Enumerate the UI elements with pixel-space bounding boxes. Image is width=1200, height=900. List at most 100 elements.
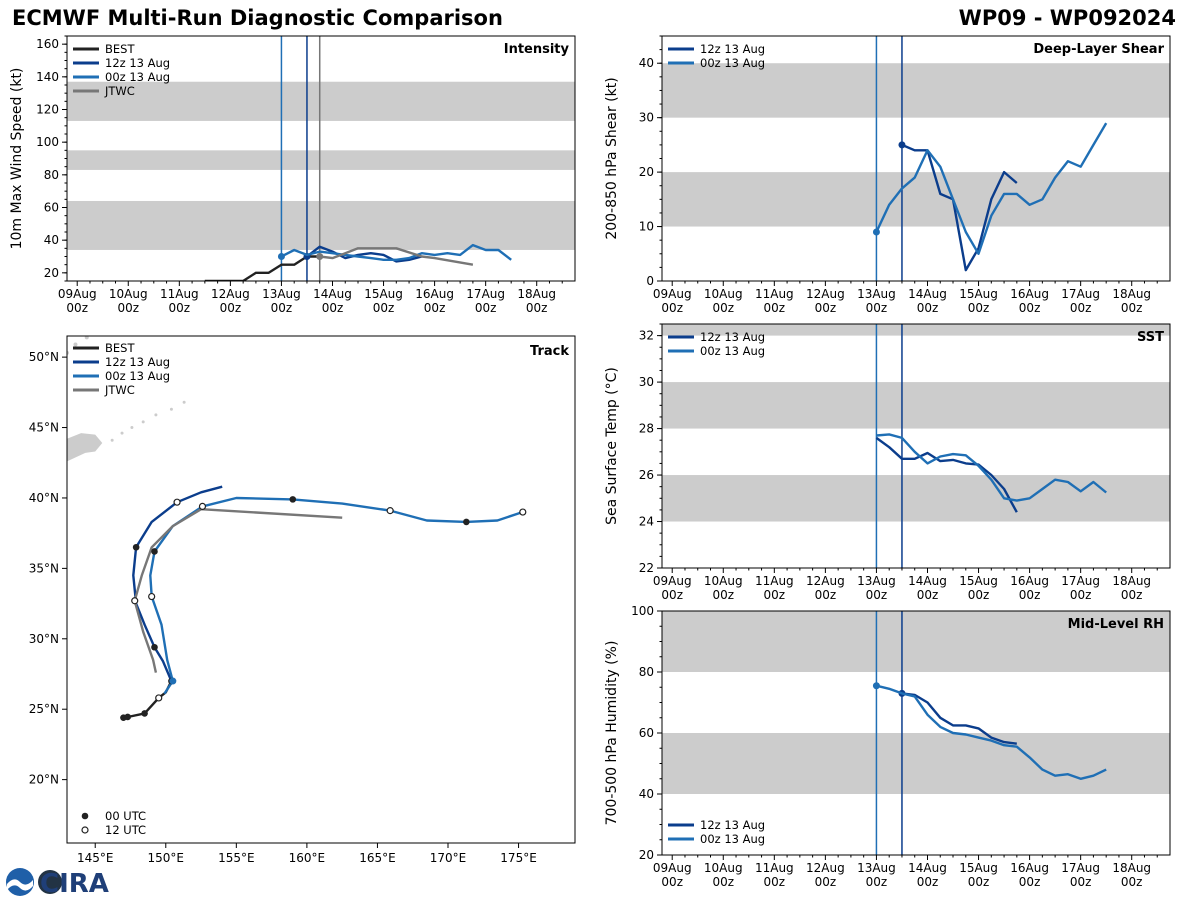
track-legend-label: JTWC bbox=[104, 383, 135, 397]
intensity-ytick-label: 80 bbox=[44, 168, 59, 182]
intensity-xtick-date: 13Aug bbox=[262, 287, 301, 301]
sst-xtick-date: 12Aug bbox=[806, 574, 845, 588]
rh-xtick-hour: 00z bbox=[764, 875, 786, 889]
rh-ytick-label: 80 bbox=[639, 665, 654, 679]
sst-title: SST bbox=[1137, 330, 1164, 345]
land-sakhalin bbox=[84, 336, 89, 340]
shear-series-run_00z bbox=[875, 122, 1108, 256]
intensity-band-1 bbox=[67, 150, 575, 170]
rh-ytick-label: 100 bbox=[631, 604, 654, 618]
sst-xtick-hour: 00z bbox=[661, 588, 683, 602]
shear-start-point-run_00z bbox=[872, 228, 880, 236]
track-ytick-label: 30°N bbox=[29, 632, 59, 646]
rh-xtick-date: 16Aug bbox=[1010, 861, 1049, 875]
land-island bbox=[182, 400, 186, 404]
intensity-xtick-date: 15Aug bbox=[364, 287, 403, 301]
sst-xtick-date: 17Aug bbox=[1061, 574, 1100, 588]
intensity-ylabel: 10m Max Wind Speed (kt) bbox=[9, 68, 25, 250]
rh-ytick-label: 60 bbox=[639, 726, 654, 740]
intensity-series-best bbox=[204, 255, 320, 281]
track-ytick-label: 35°N bbox=[29, 561, 59, 575]
sst-xtick-date: 18Aug bbox=[1112, 574, 1151, 588]
sst-ytick-label: 28 bbox=[639, 422, 654, 436]
intensity-legend-label: BEST bbox=[105, 42, 135, 56]
sst-xtick-hour: 00z bbox=[1019, 588, 1041, 602]
sst-xtick-date: 11Aug bbox=[755, 574, 794, 588]
track-title: Track bbox=[530, 344, 569, 359]
track-legend-label: 00z 13 Aug bbox=[105, 369, 170, 383]
rh-title: Mid-Level RH bbox=[1068, 617, 1164, 632]
shear-xtick-hour: 00z bbox=[968, 301, 990, 315]
track-marker-legend-label: 00 UTC bbox=[105, 809, 146, 823]
shear-xtick-date: 16Aug bbox=[1010, 287, 1049, 301]
intensity-xtick-date: 18Aug bbox=[517, 287, 556, 301]
rh-xtick-hour: 00z bbox=[712, 875, 734, 889]
sst-series-run_12z bbox=[875, 436, 1018, 513]
intensity-xtick-date: 12Aug bbox=[211, 287, 250, 301]
sst-frame bbox=[661, 323, 1171, 569]
sst-ytick-label: 22 bbox=[639, 561, 654, 575]
shear-xtick-hour: 00z bbox=[866, 301, 888, 315]
sst-ytick-label: 30 bbox=[639, 375, 654, 389]
shear-band-1 bbox=[662, 63, 1170, 118]
shear-xtick-date: 15Aug bbox=[959, 287, 998, 301]
shear-xtick-hour: 00z bbox=[712, 301, 734, 315]
land-island bbox=[110, 438, 114, 442]
noaa-wave-icon bbox=[7, 879, 33, 891]
track-marker-00utc bbox=[151, 643, 158, 651]
track-frame bbox=[66, 335, 576, 844]
intensity-start-point-run_00z bbox=[277, 253, 285, 260]
rh-xtick-hour: 00z bbox=[917, 875, 939, 889]
sst-xtick-date: 15Aug bbox=[959, 574, 998, 588]
track-xtick-label: 145°E bbox=[77, 851, 114, 865]
rh-plot-area bbox=[662, 611, 1170, 855]
intensity-series-jtwc bbox=[319, 247, 474, 266]
sst-band-0 bbox=[662, 475, 1170, 522]
shear-xtick-date: 14Aug bbox=[908, 287, 947, 301]
sst-xtick-date: 14Aug bbox=[908, 574, 947, 588]
shear-xtick-hour: 00z bbox=[661, 301, 683, 315]
shear-ytick-label: 20 bbox=[639, 165, 654, 179]
intensity-xtick-hour: 00z bbox=[475, 301, 497, 315]
track-xtick-label: 165°E bbox=[359, 851, 396, 865]
sst-ytick-label: 26 bbox=[639, 468, 654, 482]
track-marker-legend-label: 12 UTC bbox=[105, 823, 146, 837]
shear-xtick-hour: 00z bbox=[1019, 301, 1041, 315]
sst-band-2 bbox=[662, 324, 1170, 336]
track-marker-12utc bbox=[131, 597, 139, 605]
rh-series-run_12z bbox=[901, 692, 1017, 745]
track-marker-00utc bbox=[124, 713, 131, 721]
shear-ytick-label: 30 bbox=[639, 111, 654, 125]
land-island bbox=[130, 426, 134, 430]
shear-xtick-date: 11Aug bbox=[755, 287, 794, 301]
intensity-xtick-hour: 00z bbox=[66, 301, 88, 315]
rh-xtick-date: 13Aug bbox=[857, 861, 896, 875]
intensity-xtick-date: 09Aug bbox=[58, 287, 97, 301]
rh-xtick-date: 11Aug bbox=[755, 861, 794, 875]
rh-legend-label: 12z 13 Aug bbox=[700, 818, 765, 832]
track-plot-area bbox=[67, 336, 527, 721]
intensity-series-run_00z bbox=[280, 243, 512, 261]
rh-legend-label: 00z 13 Aug bbox=[700, 832, 765, 846]
intensity-ytick-label: 160 bbox=[36, 37, 59, 51]
rh-xtick-hour: 00z bbox=[815, 875, 837, 889]
track-xtick-label: 160°E bbox=[289, 851, 326, 865]
shear-xtick-date: 10Aug bbox=[704, 287, 743, 301]
cira-logo: CIRA bbox=[6, 868, 109, 898]
intensity-xtick-hour: 00z bbox=[169, 301, 191, 315]
land-island bbox=[141, 420, 145, 424]
rh-xtick-date: 09Aug bbox=[653, 861, 692, 875]
intensity-start-point-jtwc bbox=[316, 253, 324, 260]
sst-xtick-date: 16Aug bbox=[1010, 574, 1049, 588]
intensity-xtick-hour: 00z bbox=[220, 301, 242, 315]
shear-ytick-label: 10 bbox=[639, 220, 654, 234]
sst-ylabel: Sea Surface Temp (°C) bbox=[604, 367, 620, 525]
rh-xtick-date: 12Aug bbox=[806, 861, 845, 875]
track-series-run_12z bbox=[132, 485, 223, 682]
intensity-band-0 bbox=[67, 200, 575, 250]
intensity-band-2 bbox=[67, 81, 575, 121]
rh-xtick-date: 14Aug bbox=[908, 861, 947, 875]
track-xtick-label: 175°E bbox=[500, 851, 537, 865]
track-marker-00utc bbox=[132, 543, 140, 551]
